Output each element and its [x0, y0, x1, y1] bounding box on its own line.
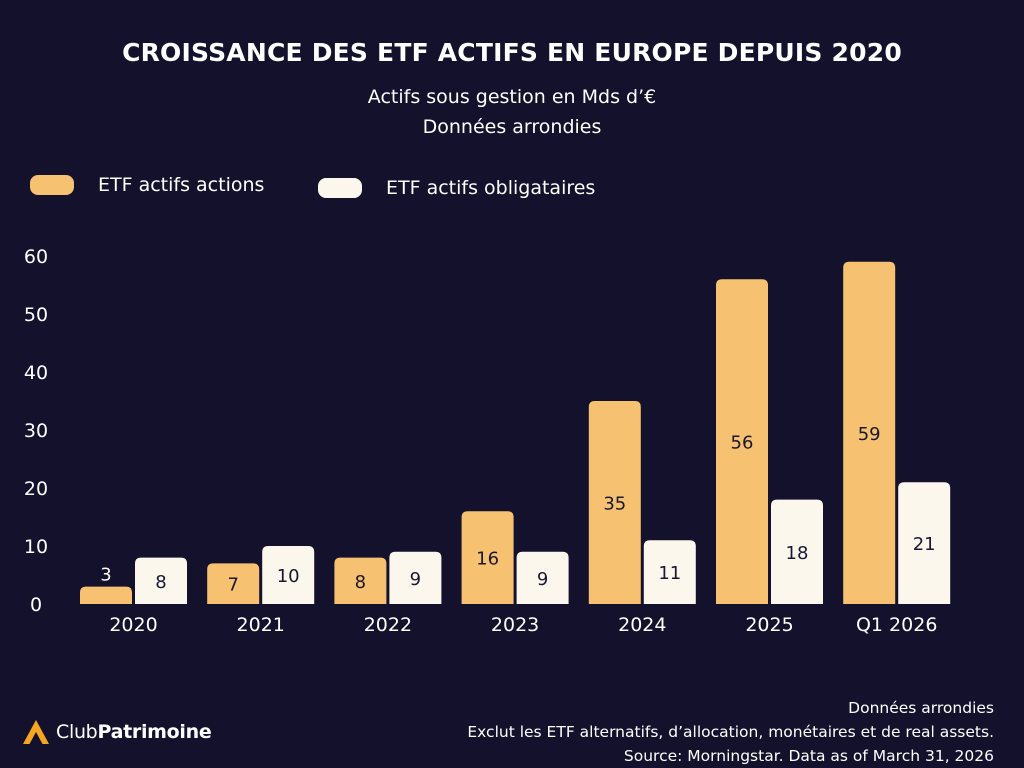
footer-note-rounding: Données arrondies	[848, 699, 994, 717]
bar-bond	[643, 540, 696, 604]
bar-value-label-bond: 11	[658, 563, 681, 584]
bar-value-label-equity: 7	[227, 575, 238, 596]
y-tick-label: 30	[24, 420, 48, 442]
bar-equity	[207, 563, 260, 604]
y-tick-label: 20	[24, 478, 48, 500]
chart-subtitle-rounding: Données arrondies	[422, 116, 602, 138]
club-patrimoine-logo: ClubPatrimoine	[22, 719, 212, 745]
bar-equity	[461, 511, 514, 604]
x-tick-label: Q1 2026	[856, 614, 937, 636]
bar-value-label-equity: 16	[476, 549, 499, 570]
bar-bond	[516, 551, 569, 604]
bar-equity	[334, 557, 387, 604]
bar-bond	[771, 499, 823, 604]
logo-word-club: Club	[56, 721, 98, 743]
y-tick-label: 10	[24, 536, 48, 558]
bar-value-label-bond: 9	[410, 569, 421, 590]
chart-subtitle-unit: Actifs sous gestion en Mds d’€	[367, 86, 657, 108]
legend-item-equity: ETF actifs actions	[30, 174, 264, 196]
x-tick-label: 2024	[618, 614, 666, 636]
bar-value-label-equity: 35	[603, 494, 626, 515]
logo-word-patrimoine: Patrimoine	[97, 721, 212, 743]
bar-equity	[80, 586, 132, 604]
logo-wordmark: ClubPatrimoine	[56, 721, 212, 743]
bar-equity	[588, 401, 641, 604]
footer-notes: Données arrondies Exclut les ETF alterna…	[467, 696, 994, 768]
bar-value-label-bond: 18	[786, 543, 809, 564]
x-tick-label: 2023	[491, 614, 539, 636]
bar-equity	[843, 261, 896, 604]
bar-value-label-bond: 10	[277, 566, 300, 587]
x-tick-label: 2020	[109, 614, 157, 636]
chart-title: CROISSANCE DES ETF ACTIFS EN EUROPE DEPU…	[122, 38, 902, 67]
y-tick-label: 0	[30, 594, 42, 616]
legend-swatch-equity	[30, 175, 74, 195]
bar-value-label-bond: 8	[155, 572, 166, 593]
x-tick-label: 2025	[745, 614, 793, 636]
legend-label-bond: ETF actifs obligataires	[386, 177, 596, 199]
footer-note-source: Source: Morningstar. Data as of March 31…	[623, 747, 994, 765]
bar-value-label-equity: 3	[100, 565, 111, 586]
bar-value-label-equity: 8	[355, 572, 366, 593]
bar-bond	[135, 557, 187, 604]
x-tick-label: 2022	[364, 614, 412, 636]
y-tick-label: 40	[24, 362, 48, 384]
bar-value-label-bond: 21	[913, 534, 936, 555]
x-tick-label: 2021	[237, 614, 285, 636]
bar-bond	[262, 546, 315, 604]
bar-bond	[389, 551, 442, 604]
triangle-logo-icon	[23, 720, 49, 744]
y-tick-label: 50	[24, 304, 48, 326]
y-tick-label: 60	[24, 246, 48, 268]
footer-note-exclusions: Exclut les ETF alternatifs, d’allocation…	[467, 723, 994, 741]
legend-item-bond: ETF actifs obligataires	[318, 177, 595, 199]
legend-swatch-bond	[318, 178, 362, 198]
bar-value-label-equity: 59	[858, 424, 881, 445]
legend-label-equity: ETF actifs actions	[98, 174, 265, 196]
bar-equity	[716, 279, 768, 604]
bar-value-label-equity: 56	[731, 433, 754, 454]
bar-value-label-bond: 9	[537, 569, 548, 590]
bar-bond	[898, 482, 951, 604]
